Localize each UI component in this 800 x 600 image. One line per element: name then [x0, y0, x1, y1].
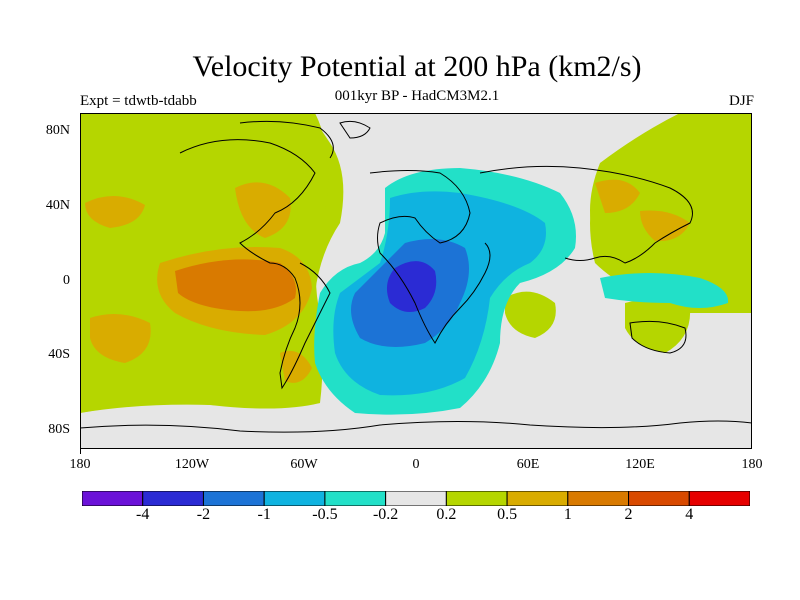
map-subtitle: 001kyr BP - HadCM3M2.1 — [334, 88, 500, 104]
map-title: Velocity Potential at 200 hPa (km2/s) — [192, 50, 642, 83]
map-panel — [80, 113, 752, 449]
legend-swatch-7 — [506, 491, 569, 506]
warm-region-sa — [280, 350, 312, 383]
legend-label-7: 1 — [563, 506, 572, 523]
legend-label-8: 2 — [624, 506, 633, 523]
warm-region-na — [235, 182, 291, 238]
coastlines — [80, 120, 752, 433]
legend-swatch-1 — [142, 491, 204, 506]
legend-label-6: 0.5 — [497, 506, 518, 523]
legend-swatch-3 — [263, 491, 326, 506]
legend-swatch-10 — [688, 491, 750, 506]
lon-label-0: 0 — [412, 457, 420, 472]
lon-label-180w: 180 — [69, 457, 91, 472]
legend-swatch-2 — [202, 491, 265, 506]
legend-swatch-9 — [628, 491, 690, 506]
lat-label-40s: 40S — [48, 347, 70, 362]
warm-region-japan — [640, 210, 690, 242]
legend-label-0: -4 — [136, 506, 150, 523]
lon-label-60w: 60W — [290, 457, 318, 472]
lat-label-80s: 80S — [48, 422, 70, 437]
season-label: DJF — [728, 93, 754, 109]
negative-core — [386, 261, 437, 312]
map-frame — [80, 113, 752, 449]
warm-region-northpac — [85, 195, 145, 228]
lat-label-80n: 80N — [45, 123, 70, 138]
legend-swatch-6 — [445, 491, 508, 506]
lat-label-0: 0 — [63, 273, 70, 288]
legend-label-1: -2 — [196, 506, 211, 523]
legend-label-3: -0.5 — [312, 506, 338, 523]
legend-swatch-4 — [324, 491, 387, 506]
lon-label-180e: 180 — [741, 457, 763, 472]
legend-swatch-5 — [385, 491, 447, 506]
legend-swatch-0 — [82, 491, 144, 506]
lon-label-120e: 120E — [625, 457, 655, 472]
experiment-label: Expt = tdwtb-tdabb — [80, 93, 197, 109]
negative-region-indonesia — [600, 273, 729, 308]
warm-region-southpac — [90, 314, 151, 363]
positive-region-east — [590, 113, 752, 313]
contour-map — [80, 113, 752, 449]
legend-label-4: -0.2 — [372, 506, 399, 523]
legend-swatch-8 — [567, 491, 630, 506]
legend-label-9: 4 — [685, 506, 694, 523]
legend-label-5: 0.2 — [436, 506, 457, 523]
legend-colorbar — [82, 491, 750, 506]
warm-core-pacific — [175, 259, 296, 312]
lat-label-40n: 40N — [45, 198, 70, 213]
warm-region-asia — [595, 179, 640, 213]
lon-label-60e: 60E — [516, 457, 540, 472]
legend-label-2: -1 — [257, 506, 271, 523]
lon-label-120w: 120W — [174, 457, 210, 472]
positive-region-oz — [625, 299, 691, 353]
positive-region-indian — [505, 291, 556, 338]
